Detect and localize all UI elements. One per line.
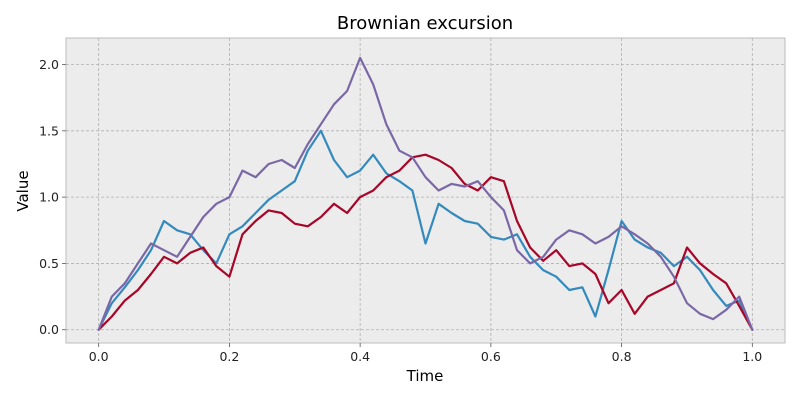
y-tick-label: 1.0 — [39, 190, 59, 205]
x-tick-label: 0.0 — [89, 349, 109, 364]
series-line-2 — [97, 153, 754, 331]
x-tick-label: 0.4 — [350, 349, 370, 364]
y-tick-label: 0.0 — [39, 322, 59, 337]
y-tick-label: 0.5 — [39, 256, 59, 271]
x-tick-label: 0.8 — [612, 349, 632, 364]
y-tick-label: 2.0 — [39, 57, 59, 72]
series-layer — [97, 56, 754, 331]
x-tick-label: 1.0 — [742, 349, 762, 364]
y-axis-label: Value — [14, 170, 32, 211]
grid-lines — [66, 38, 785, 343]
plot-area — [65, 37, 786, 344]
chart-title: Brownian excursion — [337, 13, 513, 34]
x-axis-label: Time — [406, 367, 444, 385]
x-tick-label: 0.6 — [481, 349, 501, 364]
x-axis-ticks: 0.0 0.2 0.4 0.6 0.8 1.0 — [89, 343, 762, 364]
y-axis-ticks: 0.0 0.5 1.0 1.5 2.0 — [39, 57, 66, 337]
x-tick-label: 0.2 — [219, 349, 239, 364]
series-line-3 — [97, 56, 754, 331]
y-tick-label: 1.5 — [39, 123, 59, 138]
